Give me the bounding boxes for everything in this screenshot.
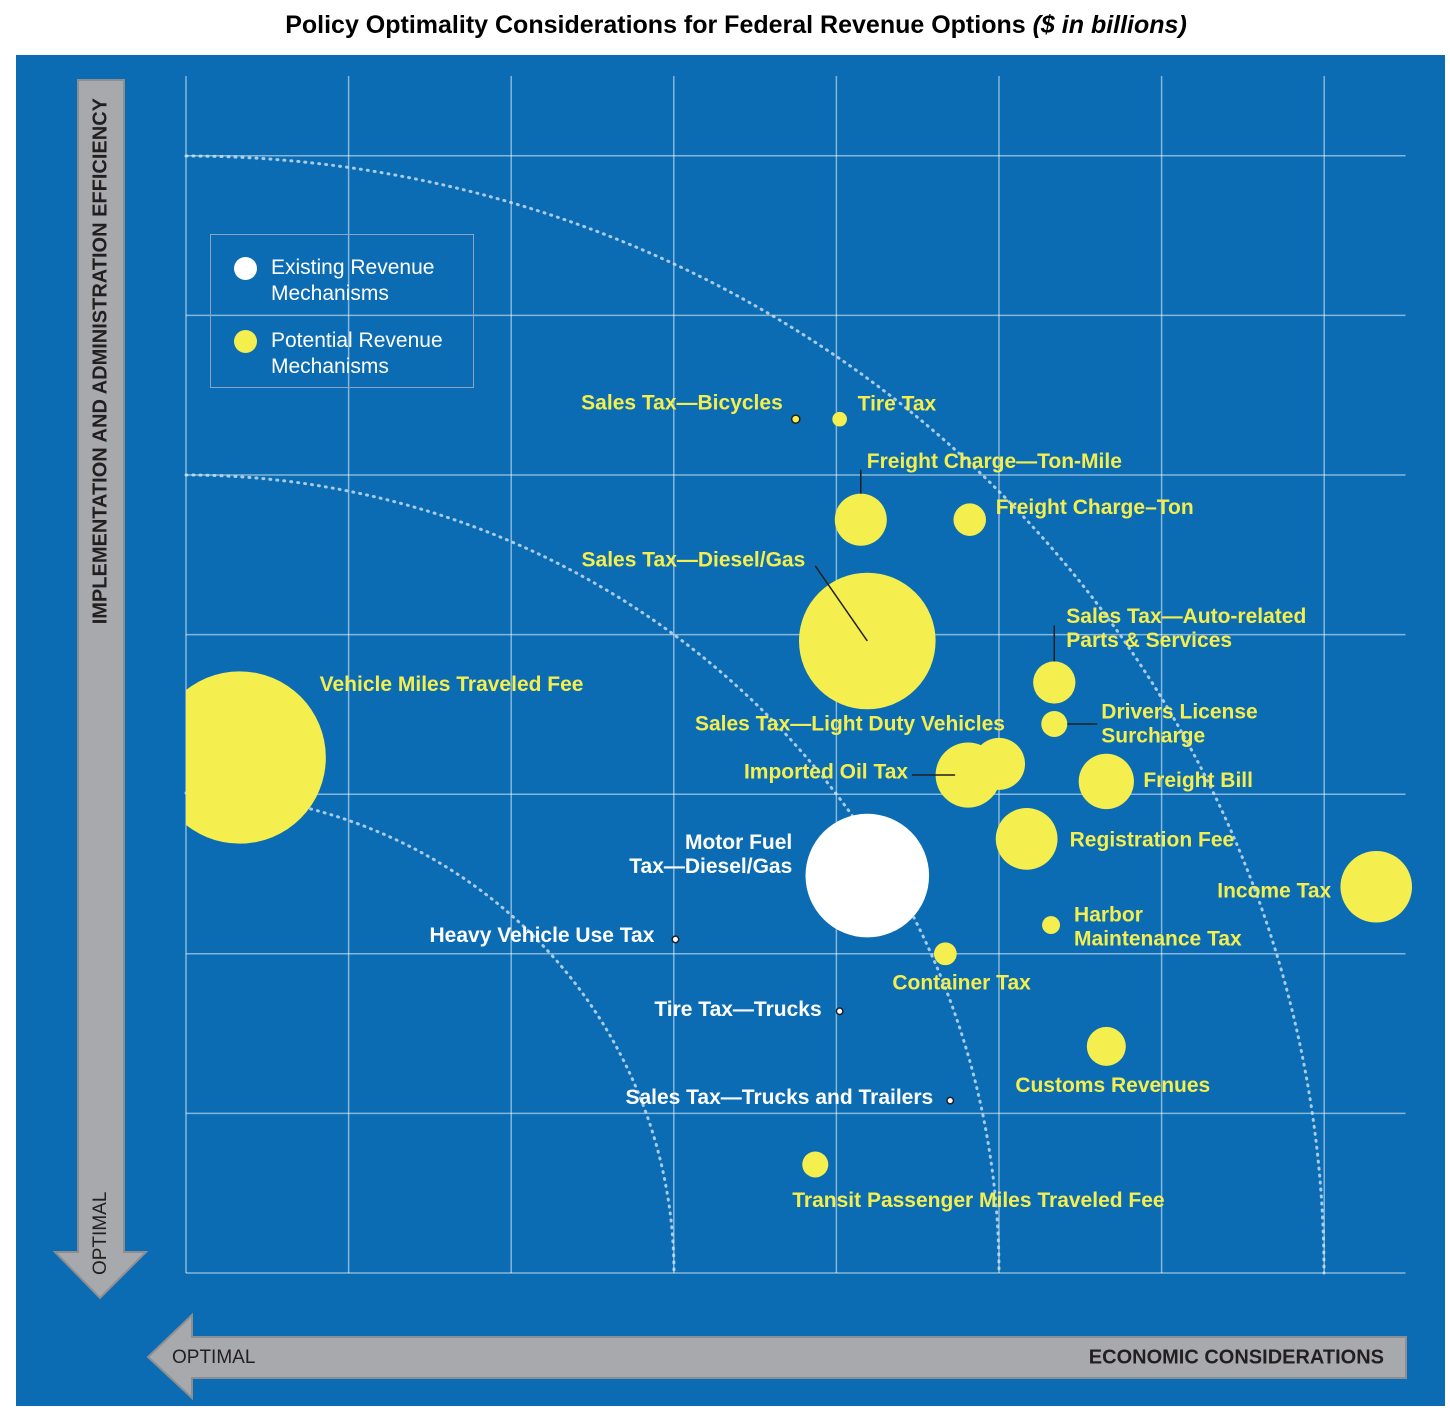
point-label: Sales Tax—Diesel/Gas bbox=[582, 549, 806, 572]
point-label: Tire Tax—Trucks bbox=[654, 998, 821, 1021]
point-label: Freight Charge–Ton bbox=[996, 496, 1194, 519]
arc bbox=[184, 154, 1326, 1275]
bubble bbox=[790, 414, 801, 424]
chart-title: Policy Optimality Considerations for Fed… bbox=[285, 11, 1187, 39]
legend-swatch bbox=[234, 257, 257, 280]
point-label: Income Tax bbox=[1217, 879, 1331, 902]
bubble bbox=[933, 942, 957, 966]
point-label: Registration Fee bbox=[1070, 828, 1235, 851]
grid bbox=[185, 76, 1406, 1274]
point-label: Freight Bill bbox=[1143, 769, 1253, 792]
point-label: Transit Passenger Miles Traveled Fee bbox=[792, 1189, 1164, 1212]
y-axis-label: IMPLEMENTATION AND ADMINISTRATION EFFICI… bbox=[89, 97, 111, 624]
point-label: Heavy Vehicle Use Tax bbox=[430, 924, 655, 947]
bubble bbox=[671, 935, 680, 944]
x-axis-label: ECONOMIC CONSIDERATIONS bbox=[1089, 1346, 1384, 1368]
x-arrow: OPTIMAL ECONOMIC CONSIDERATIONS bbox=[146, 1312, 1407, 1401]
point-label: Sales Tax—Trucks and Trailers bbox=[625, 1086, 933, 1109]
legend-label: Potential Revenue Mechanisms bbox=[271, 329, 443, 378]
point-label: Container Tax bbox=[892, 971, 1031, 994]
arrow bbox=[52, 79, 149, 1300]
bubble bbox=[835, 1007, 844, 1016]
legend-label: Existing Revenue Mechanisms bbox=[271, 256, 435, 305]
bubble bbox=[1042, 916, 1060, 935]
bubble bbox=[834, 493, 887, 546]
point-label: Tire Tax bbox=[858, 393, 937, 416]
title: Policy Optimality Considerations for Fed… bbox=[285, 11, 1025, 39]
bubble bbox=[935, 742, 1001, 808]
point-label: Sales Tax—Light Duty Vehicles bbox=[695, 712, 1005, 735]
bubbles bbox=[186, 411, 1413, 1178]
y-arrow: IMPLEMENTATION AND ADMINISTRATION EFFICI… bbox=[52, 79, 149, 1300]
bubble bbox=[186, 671, 326, 844]
leader-line bbox=[814, 565, 868, 642]
point-label: Harbor bbox=[1074, 904, 1143, 927]
point-label: Maintenance Tax bbox=[1074, 928, 1242, 951]
x-optimal-label: OPTIMAL bbox=[172, 1347, 255, 1368]
point-label: Imported Oil Tax bbox=[744, 761, 908, 784]
point-label: Customs Revenues bbox=[1015, 1074, 1210, 1097]
bubble bbox=[1340, 850, 1413, 923]
bubble bbox=[805, 813, 930, 938]
point-label: Motor Fuel bbox=[685, 831, 792, 854]
point-label: Sales Tax—Bicycles bbox=[581, 392, 783, 415]
point-label: Drivers License bbox=[1101, 701, 1257, 724]
point-label: Parts & Services bbox=[1066, 629, 1232, 652]
bubble bbox=[946, 1096, 955, 1105]
arc bbox=[184, 473, 1001, 1275]
bubble bbox=[1041, 710, 1068, 737]
arcs bbox=[184, 154, 1326, 1275]
point-label: Sales Tax—Auto-related bbox=[1066, 605, 1306, 628]
legend-swatch bbox=[234, 330, 257, 353]
bubble bbox=[953, 503, 986, 536]
bubble bbox=[832, 411, 847, 427]
bubble bbox=[1033, 661, 1076, 704]
y-optimal-label: OPTIMAL bbox=[90, 1192, 111, 1275]
bubble bbox=[995, 807, 1058, 870]
point-label: Vehicle Miles Traveled Fee bbox=[320, 673, 584, 696]
point-label: Freight Charge—Ton-Mile bbox=[867, 450, 1122, 473]
arc bbox=[184, 791, 676, 1275]
arrow bbox=[146, 1312, 1407, 1401]
title-note: ($ in billions) bbox=[1033, 11, 1187, 39]
legend: Existing Revenue Mechanisms Potential Re… bbox=[210, 234, 474, 388]
point-label: Tax—Diesel/Gas bbox=[629, 855, 792, 878]
point-label: Surcharge bbox=[1101, 725, 1205, 748]
bubble bbox=[1078, 753, 1134, 810]
bubble bbox=[802, 1151, 829, 1178]
bubble bbox=[1086, 1026, 1126, 1066]
